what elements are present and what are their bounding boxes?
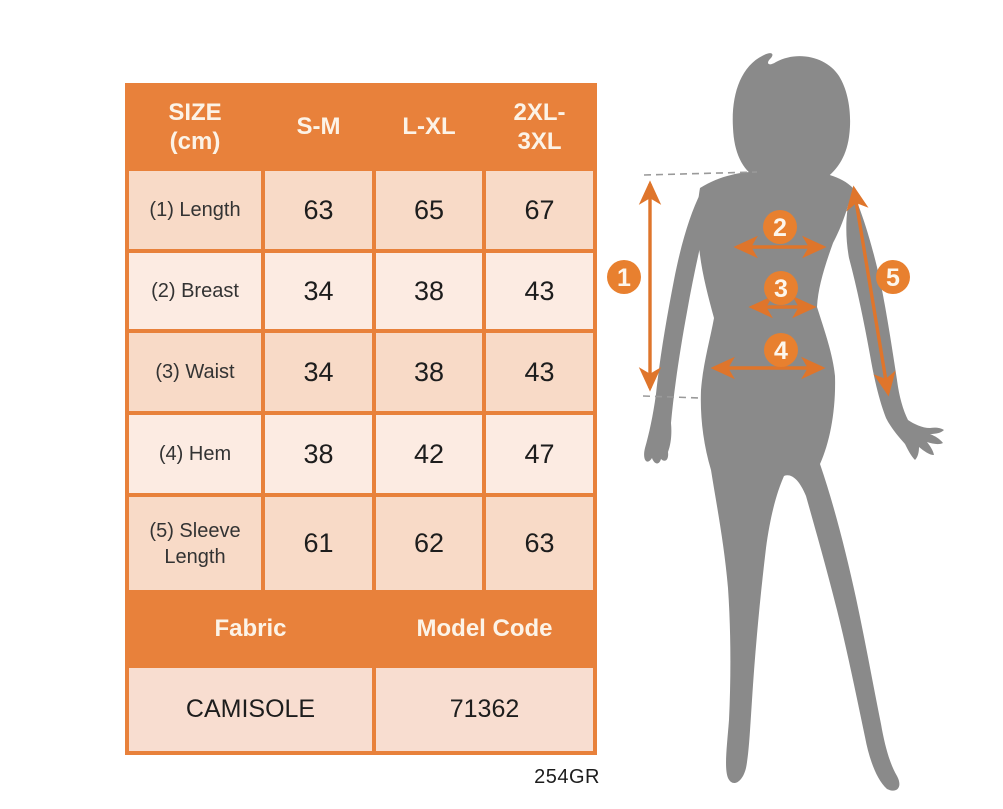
marker-3-number: 3 <box>774 275 788 303</box>
row-length-value-lxl: 65 <box>376 171 482 249</box>
size-chart-table: SIZE (cm) S-M L-XL 2XL-3XL (1) Length 63… <box>125 83 597 755</box>
marker-2-circle <box>763 210 797 244</box>
header-s-m: S-M <box>265 87 372 167</box>
model-code-value: 71362 <box>376 668 593 751</box>
row-waist-value-sm: 34 <box>265 333 372 411</box>
header-2xl-3xl: 2XL-3XL <box>486 87 593 167</box>
row-sleeve-label: (5) Sleeve Length <box>129 497 261 590</box>
marker-5-circle <box>876 260 910 294</box>
marker-1-number: 1 <box>617 264 631 292</box>
measure-arrow-5-sleeve <box>846 185 896 397</box>
marker-2: 2 <box>763 210 797 244</box>
marker-5: 5 <box>876 260 910 294</box>
marker-3: 3 <box>764 271 798 305</box>
row-waist-value-lxl: 38 <box>376 333 482 411</box>
header-size-cm: SIZE (cm) <box>129 87 261 167</box>
marker-4-circle <box>764 333 798 367</box>
marker-2-number: 2 <box>773 214 787 242</box>
row-hem-value-lxl: 42 <box>376 415 482 493</box>
marker-1-circle <box>607 260 641 294</box>
header-2xl-3xl-label: 2XL-3XL <box>513 98 566 155</box>
row-sleeve-value-2xl3xl: 63 <box>486 497 593 590</box>
row-hem-value-2xl3xl: 47 <box>486 415 593 493</box>
guide-dash-bottom <box>642 395 701 399</box>
row-breast-value-lxl: 38 <box>376 253 482 329</box>
row-sleeve-value-lxl: 62 <box>376 497 482 590</box>
fabric-value: CAMISOLE <box>129 668 372 751</box>
row-breast-label: (2) Breast <box>129 253 261 329</box>
silhouette-head <box>732 53 851 186</box>
body-silhouette <box>644 53 944 791</box>
row-breast-value-sm: 34 <box>265 253 372 329</box>
guide-dash-top <box>643 171 758 176</box>
marker-4: 4 <box>764 333 798 367</box>
row-sleeve-value-sm: 61 <box>265 497 372 590</box>
row-waist-value-2xl3xl: 43 <box>486 333 593 411</box>
row-breast-value-2xl3xl: 43 <box>486 253 593 329</box>
fabric-header: Fabric <box>129 594 372 664</box>
model-code-header: Model Code <box>376 594 593 664</box>
marker-4-number: 4 <box>774 337 788 365</box>
marker-1: 1 <box>607 260 641 294</box>
weight-footnote: 254GR <box>534 766 600 788</box>
marker-5-number: 5 <box>886 264 900 292</box>
row-length-label: (1) Length <box>129 171 261 249</box>
marker-3-circle <box>764 271 798 305</box>
row-length-value-2xl3xl: 67 <box>486 171 593 249</box>
silhouette-left-arm <box>644 192 707 464</box>
size-guide-figure: 1 2 3 4 5 <box>607 53 944 791</box>
row-waist-label: (3) Waist <box>129 333 261 411</box>
row-length-value-sm: 63 <box>265 171 372 249</box>
header-size-cm-label: SIZE (cm) <box>168 98 222 155</box>
row-hem-value-sm: 38 <box>265 415 372 493</box>
row-hem-label: (4) Hem <box>129 415 261 493</box>
header-l-xl: L-XL <box>376 87 482 167</box>
silhouette-torso-legs <box>697 171 900 791</box>
